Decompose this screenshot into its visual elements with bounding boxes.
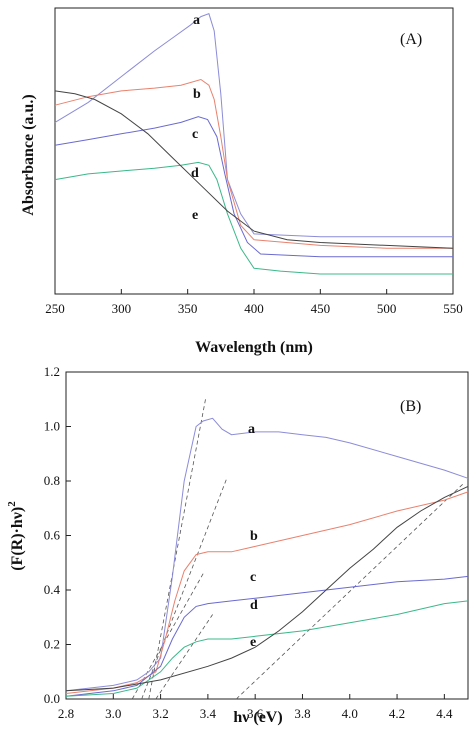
panel-b-tangent-line: [235, 483, 464, 700]
panel-a-curve-label-e: e: [192, 208, 198, 223]
panel-b-x-tick-label: 4.4: [436, 706, 453, 721]
panel-b-x-tick-label: 3.0: [105, 706, 121, 721]
panel-b-y-tick-label: 1.0: [44, 419, 60, 434]
panel-a-series: [54, 13, 454, 275]
panel-b-x-axis-label: hν (eV): [233, 709, 282, 726]
panel-b-x-tick-label: 3.4: [200, 706, 217, 721]
panel-a-x-axis-label: Wavelength (nm): [195, 339, 313, 356]
panel-a-x-tick-label: 250: [45, 301, 65, 316]
panel-a-series-d: [54, 161, 453, 275]
panel-a-x-tick-label: 350: [178, 301, 198, 316]
panel-a-series-c: [54, 116, 453, 258]
panel-a-x-tick-label: 300: [112, 301, 132, 316]
panel-a-curve-label-c: c: [192, 127, 198, 142]
panel-b-y-ticks: 0.0 0.2 0.4 0.6 0.8 1.0 1.2: [44, 364, 71, 706]
panel-b-tangent-lines: [131, 399, 464, 700]
panel-a-series-b: [54, 78, 453, 249]
panel-b-series-b: [65, 491, 469, 694]
panel-a-curve-label-a: a: [193, 13, 200, 28]
panel-b-tangent-line: [155, 614, 213, 700]
panel-b-frame: [65, 371, 469, 700]
panel-b: (B) hν (eV) (F(R)·hν)2 2.8 3.0 3.2 3.4 3.6 3.…: [6, 364, 469, 726]
panel-a-x-tick-label: 550: [443, 301, 463, 316]
panel-b-curve-label-d: d: [250, 598, 258, 613]
panel-b-y-tick-label: 1.2: [44, 364, 60, 379]
panel-a-label: (A): [400, 31, 422, 48]
panel-b-y-tick-label: 0.4: [44, 582, 61, 597]
panel-a: (A) Wavelength (nm) Absorbance (a.u.) 25…: [20, 7, 463, 356]
panel-b-curve-label-b: b: [250, 529, 258, 544]
panel-b-y-tick-label: 0.6: [44, 528, 61, 543]
panel-b-x-tick-label: 3.2: [152, 706, 168, 721]
panel-a-x-ticks: 250 300 350 400 450 500 550: [45, 289, 463, 316]
panel-b-y-tick-label: 0.0: [44, 691, 60, 706]
panel-a-x-tick-label: 400: [244, 301, 264, 316]
panel-b-curve-label-e: e: [250, 635, 256, 650]
panel-a-x-tick-label: 450: [311, 301, 331, 316]
panel-a-x-tick-label: 500: [377, 301, 397, 316]
panel-b-x-tick-label: 3.6: [247, 706, 264, 721]
panel-b-tangent-line: [148, 399, 206, 700]
panel-b-x-tick-label: 2.8: [58, 706, 74, 721]
panel-b-curve-label-c: c: [250, 570, 256, 585]
panel-a-curve-label-b: b: [193, 87, 201, 102]
panel-a-curve-label-d: d: [191, 166, 199, 181]
panel-b-x-tick-label: 4.0: [342, 706, 358, 721]
panel-a-y-axis-label: Absorbance (a.u.): [20, 94, 37, 215]
panel-b-y-tick-label: 0.8: [44, 473, 60, 488]
panel-b-y-axis-label-main: (F(R)·hν): [9, 507, 26, 571]
panel-b-x-tick-label: 4.2: [389, 706, 405, 721]
panel-a-series-e: [54, 90, 454, 249]
panel-b-curve-label-a: a: [248, 422, 255, 437]
panel-a-frame: [54, 7, 454, 295]
panel-a-series-a: [54, 13, 453, 238]
panel-b-y-axis-label-superscript: 2: [6, 501, 18, 507]
panel-b-series-e: [65, 485, 469, 692]
panel-b-series: [65, 417, 469, 697]
panel-b-x-tick-label: 3.8: [294, 706, 310, 721]
panel-b-series-c: [65, 575, 469, 697]
panel-b-y-tick-label: 0.2: [44, 637, 60, 652]
panel-b-tangent-line: [141, 478, 228, 700]
panel-b-x-ticks: 2.8 3.0 3.2 3.4 3.6 3.8 4.0 4.2 4.4: [58, 694, 453, 721]
panel-b-label: (B): [400, 398, 421, 415]
panel-b-y-axis-label: (F(R)·hν)2: [6, 501, 26, 571]
panel-b-series-a: [65, 417, 469, 692]
